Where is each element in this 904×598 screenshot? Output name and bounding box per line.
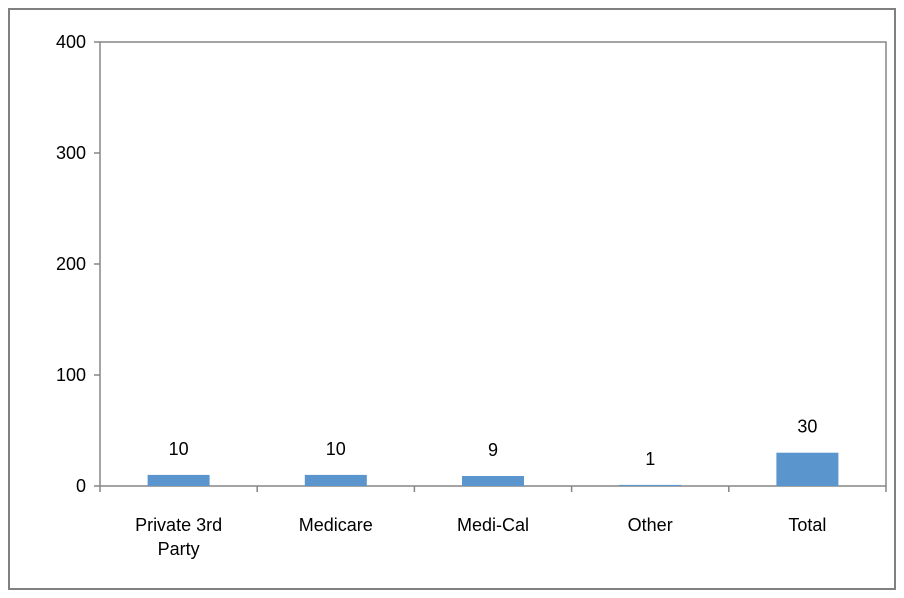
bar	[304, 474, 367, 486]
data-label: 9	[488, 440, 498, 460]
chart-frame	[8, 8, 896, 590]
x-tick-label: Medicare	[299, 515, 373, 535]
data-label: 10	[169, 439, 189, 459]
x-tick-label: Party	[158, 539, 200, 559]
bar	[462, 476, 524, 486]
bars	[147, 452, 839, 486]
y-tick-label: 0	[76, 476, 86, 496]
y-axis: 0 100 200 300 400	[56, 32, 100, 496]
data-labels: 10 10 9 1 30	[169, 417, 818, 469]
y-tick-label: 300	[56, 143, 86, 163]
x-tick-label: Medi-Cal	[457, 515, 529, 535]
bar	[147, 474, 210, 486]
plot-area-border	[99, 41, 887, 487]
data-label: 30	[797, 417, 817, 437]
data-label: 10	[326, 439, 346, 459]
plot-area	[99, 41, 887, 487]
y-tick-label: 200	[56, 254, 86, 274]
x-tick-label: Total	[788, 515, 826, 535]
x-tick-label: Other	[628, 515, 673, 535]
bar	[776, 452, 839, 486]
bar	[619, 484, 682, 486]
y-tick-label: 100	[56, 365, 86, 385]
y-tick-label: 400	[56, 32, 86, 52]
data-label: 1	[645, 449, 655, 469]
x-axis: Private 3rd Party Medicare Medi-Cal Other Tot…	[99, 486, 887, 559]
x-tick-label: Private 3rd	[135, 515, 222, 535]
